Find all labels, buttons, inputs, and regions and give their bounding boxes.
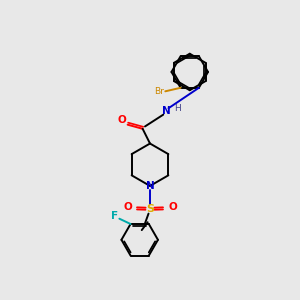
Text: S: S — [146, 204, 154, 214]
Text: O: O — [168, 202, 177, 212]
Text: H: H — [174, 104, 181, 113]
Text: N: N — [146, 181, 154, 191]
Text: F: F — [111, 211, 118, 221]
Text: Br: Br — [154, 87, 164, 96]
Text: N: N — [162, 106, 171, 116]
Text: O: O — [123, 202, 132, 212]
Text: O: O — [118, 115, 127, 125]
